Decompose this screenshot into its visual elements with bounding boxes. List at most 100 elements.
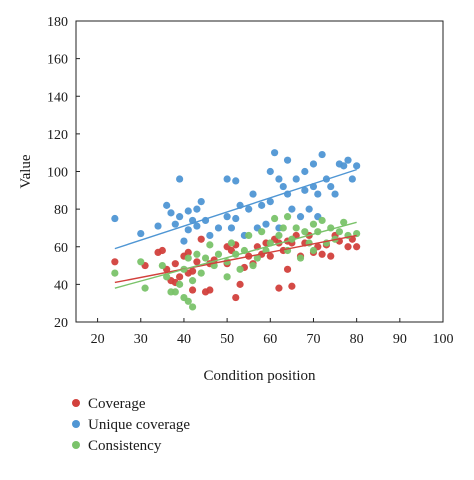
data-point <box>353 243 361 251</box>
x-tick-label: 50 <box>220 332 234 347</box>
x-tick-label: 40 <box>177 332 191 347</box>
data-point <box>301 228 309 236</box>
series-unique-coverage <box>111 149 361 245</box>
legend-item: Consistency <box>72 438 162 454</box>
x-tick-label: 60 <box>263 332 277 347</box>
data-point <box>305 205 313 213</box>
data-point <box>227 224 236 232</box>
data-point <box>223 175 231 183</box>
data-point <box>184 207 192 215</box>
trendline-coverage <box>114 234 357 284</box>
data-point <box>163 201 171 209</box>
data-point <box>197 269 205 277</box>
data-point <box>206 241 214 249</box>
data-point <box>344 156 352 164</box>
data-point <box>271 214 279 223</box>
data-point <box>266 167 274 176</box>
data-point <box>327 182 335 191</box>
data-point <box>141 284 149 292</box>
data-point <box>279 224 287 232</box>
data-point <box>154 222 162 230</box>
data-point <box>236 280 244 288</box>
data-point <box>171 260 179 268</box>
y-tick-label: 60 <box>54 241 68 256</box>
data-point <box>258 201 266 209</box>
series-consistency <box>111 213 361 311</box>
data-point <box>331 190 339 198</box>
data-point <box>296 254 305 262</box>
y-tick-label: 120 <box>47 128 68 143</box>
data-point <box>176 213 184 221</box>
x-tick-label: 80 <box>350 332 364 347</box>
y-tick-label: 160 <box>47 53 68 68</box>
data-point <box>262 220 270 228</box>
data-point <box>340 162 348 170</box>
data-point <box>249 190 257 198</box>
series-coverage <box>111 231 361 302</box>
data-point <box>137 229 145 238</box>
series-layer <box>111 149 361 311</box>
data-point <box>197 198 205 206</box>
data-point <box>348 175 356 183</box>
trendline-unique-coverage <box>114 168 357 250</box>
data-point <box>275 175 283 183</box>
data-point <box>275 231 283 240</box>
data-point <box>292 224 300 232</box>
x-axis-title: Condition position <box>203 368 316 384</box>
data-point <box>318 150 326 159</box>
legend-item: Unique coverage <box>72 417 190 433</box>
data-point <box>193 258 201 266</box>
y-axis-title: Value <box>18 154 34 188</box>
data-point <box>193 205 201 213</box>
data-point <box>158 246 166 255</box>
data-point <box>176 280 184 288</box>
data-point <box>223 213 231 221</box>
data-point <box>309 160 318 168</box>
trendline-layer <box>114 168 357 289</box>
data-point <box>318 216 326 225</box>
data-point <box>206 231 214 240</box>
data-point <box>206 286 214 294</box>
data-point <box>158 261 166 270</box>
data-point <box>288 282 296 290</box>
legend-marker <box>72 441 80 449</box>
legend-label: Coverage <box>88 396 146 412</box>
data-point <box>245 205 253 213</box>
y-tick-label: 80 <box>54 203 68 218</box>
data-point <box>258 228 266 236</box>
data-point <box>288 205 296 213</box>
data-point <box>176 273 184 281</box>
data-point <box>171 220 179 228</box>
x-tick-label: 70 <box>306 332 320 347</box>
data-point <box>111 258 119 266</box>
data-point <box>188 286 197 294</box>
data-point <box>188 267 197 275</box>
data-point <box>188 277 197 285</box>
data-point <box>193 250 201 258</box>
data-point <box>266 252 274 260</box>
trendline-consistency <box>114 221 357 289</box>
data-point <box>309 246 318 255</box>
y-tick-label: 140 <box>47 90 68 105</box>
y-tick-label: 180 <box>47 15 68 30</box>
data-point <box>353 162 361 170</box>
legend-item: Coverage <box>72 396 146 412</box>
x-tick-label: 30 <box>134 332 148 347</box>
data-point <box>301 186 309 194</box>
data-point <box>309 220 318 228</box>
data-point <box>214 224 223 232</box>
data-point <box>188 303 197 311</box>
legend: Coverage Unique coverage Consistency <box>72 396 190 454</box>
data-point <box>266 198 274 206</box>
data-point <box>275 284 283 292</box>
data-point <box>227 239 236 247</box>
data-point <box>193 222 201 230</box>
data-point <box>296 213 305 221</box>
data-point <box>184 254 192 262</box>
legend-marker <box>72 399 80 407</box>
data-point <box>335 228 343 236</box>
data-point <box>314 190 322 198</box>
data-point <box>184 297 192 305</box>
